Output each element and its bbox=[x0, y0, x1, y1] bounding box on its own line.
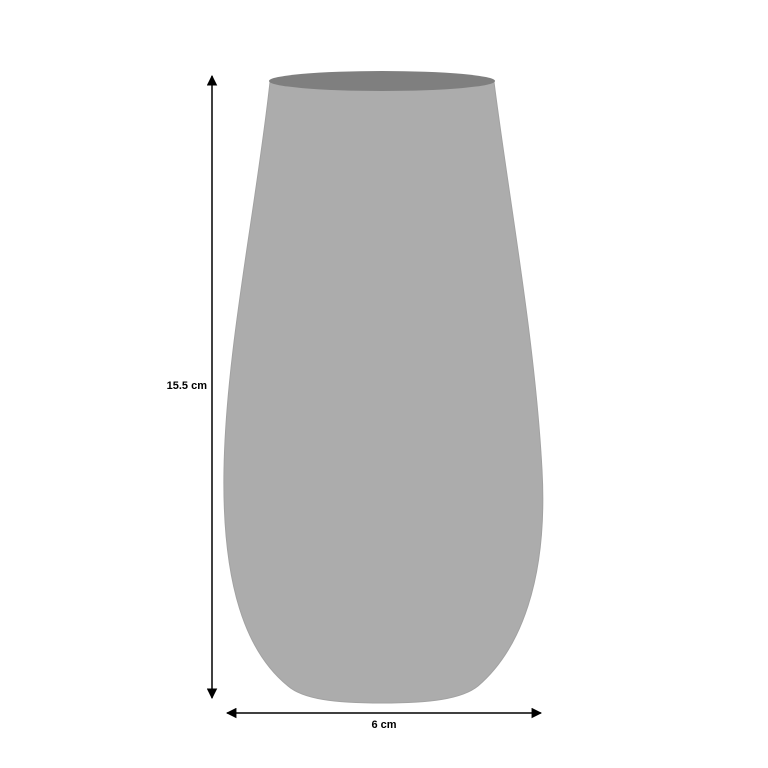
vase-body bbox=[223, 81, 544, 704]
vase-opening bbox=[269, 71, 495, 91]
height-label: 15.5 cm bbox=[167, 380, 208, 392]
height-dimension: 15.5 cm bbox=[167, 74, 218, 700]
width-label: 6 cm bbox=[371, 719, 396, 731]
vase bbox=[223, 71, 544, 704]
width-dimension: 6 cm bbox=[225, 707, 543, 731]
